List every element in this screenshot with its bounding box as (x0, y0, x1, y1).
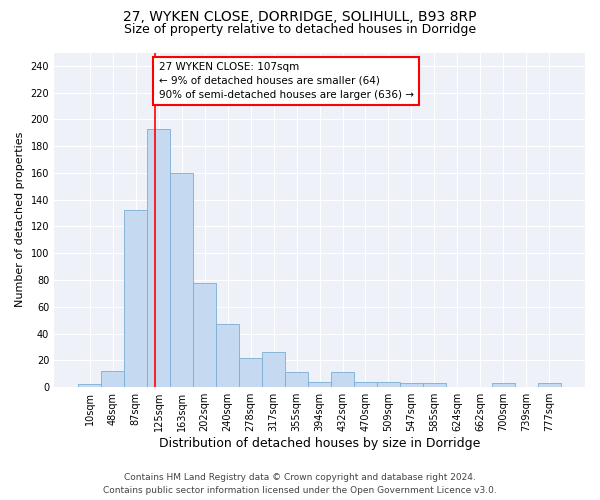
Bar (308, 382, 331, 387)
Bar (170, 173, 193, 387)
Bar (492, 383, 515, 387)
Bar (216, 324, 239, 387)
X-axis label: Distribution of detached houses by size in Dorridge: Distribution of detached houses by size … (159, 437, 480, 450)
Bar (239, 358, 262, 387)
Bar (354, 382, 377, 387)
Bar (262, 352, 285, 387)
Text: Contains HM Land Registry data © Crown copyright and database right 2024.
Contai: Contains HM Land Registry data © Crown c… (103, 474, 497, 495)
Bar (538, 383, 561, 387)
Bar (331, 372, 354, 387)
Bar (147, 129, 170, 387)
Text: 27 WYKEN CLOSE: 107sqm
← 9% of detached houses are smaller (64)
90% of semi-deta: 27 WYKEN CLOSE: 107sqm ← 9% of detached … (158, 62, 413, 100)
Bar (124, 210, 147, 387)
Bar (377, 382, 400, 387)
Bar (78, 384, 101, 387)
Text: Size of property relative to detached houses in Dorridge: Size of property relative to detached ho… (124, 22, 476, 36)
Bar (101, 371, 124, 387)
Text: 27, WYKEN CLOSE, DORRIDGE, SOLIHULL, B93 8RP: 27, WYKEN CLOSE, DORRIDGE, SOLIHULL, B93… (123, 10, 477, 24)
Bar (400, 383, 423, 387)
Bar (193, 282, 216, 387)
Bar (285, 372, 308, 387)
Y-axis label: Number of detached properties: Number of detached properties (15, 132, 25, 308)
Bar (423, 383, 446, 387)
